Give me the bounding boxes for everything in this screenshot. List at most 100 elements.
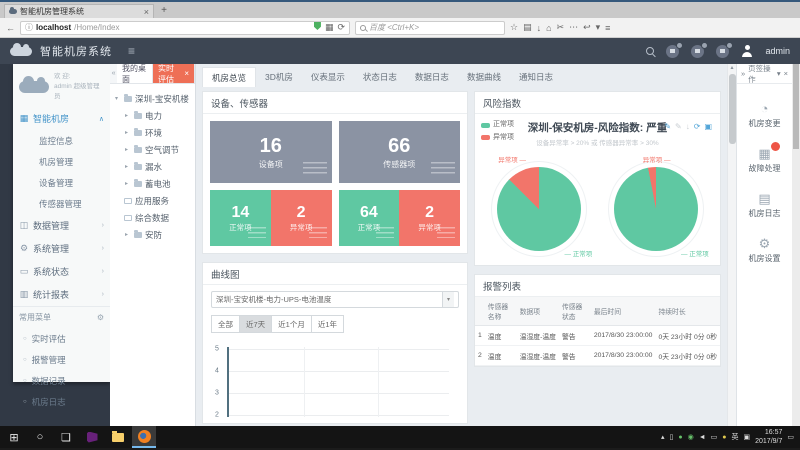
tab-close-icon[interactable]: × bbox=[184, 69, 189, 78]
cortana-icon[interactable]: ○ bbox=[36, 431, 44, 443]
save-icon[interactable]: ▣ bbox=[704, 122, 712, 131]
tab-close-icon[interactable]: × bbox=[143, 6, 149, 17]
tray-app-icon[interactable]: ◉ bbox=[687, 434, 694, 441]
col-last-time[interactable]: 最后时间 bbox=[590, 297, 656, 326]
rail-item-fault-handling[interactable]: ▦ 故障处理 bbox=[737, 142, 792, 174]
table-row[interactable]: 1 温度 温湿度-温度 警告 2017/8/30 23:00:00 0天 23小… bbox=[475, 325, 720, 346]
expand-rail-icon[interactable]: » bbox=[741, 69, 746, 78]
screenshot-icon[interactable]: ✂ bbox=[556, 22, 565, 32]
content-scrollbar[interactable]: ▴ bbox=[727, 64, 736, 426]
overflow-caret-icon[interactable]: ▾ bbox=[595, 22, 601, 32]
sync-icon[interactable]: ↩ bbox=[583, 22, 591, 32]
caret-down-icon[interactable]: ▾ bbox=[776, 69, 781, 78]
file-explorer-icon[interactable] bbox=[106, 426, 130, 448]
common-settings-gear-icon[interactable]: ⚙ bbox=[96, 313, 104, 323]
tab-status-log[interactable]: 状态日志 bbox=[362, 72, 397, 82]
tree-node-security[interactable]: ▸ 安防 bbox=[125, 229, 163, 240]
download-icon[interactable]: ↓ bbox=[685, 122, 690, 131]
sidebar-item-data-mgmt[interactable]: ◫ 数据管理 › bbox=[19, 220, 104, 232]
user-avatar[interactable] bbox=[741, 45, 753, 57]
tab-actions-label[interactable]: 页签操作 bbox=[748, 63, 771, 84]
sidebar-item-system-mgmt[interactable]: ⚙ 系统管理 › bbox=[19, 243, 104, 255]
bookmark-star-icon[interactable]: ☆ bbox=[510, 22, 519, 32]
tray-app-icon[interactable]: ▣ bbox=[743, 434, 751, 441]
shield-icon[interactable] bbox=[313, 22, 321, 30]
mail-icon[interactable] bbox=[716, 41, 734, 58]
col-duration[interactable]: 持续时长 bbox=[655, 297, 720, 326]
tab-realtime-eval[interactable]: 实时评估 × bbox=[153, 64, 195, 84]
browser-menu-icon[interactable]: ≡ bbox=[605, 22, 611, 33]
battery-icon[interactable]: ▯ bbox=[669, 434, 674, 441]
edit-icon[interactable]: ✎ bbox=[664, 122, 672, 131]
message-icon[interactable] bbox=[666, 41, 684, 58]
col-sensor-name[interactable]: 传感器名称 bbox=[484, 297, 517, 326]
back-icon[interactable]: ← bbox=[6, 22, 15, 33]
close-icon[interactable]: × bbox=[783, 69, 788, 78]
tab-data-curve[interactable]: 数据曲线 bbox=[466, 72, 501, 82]
rail-item-room-settings[interactable]: ⚙ 机房设置 bbox=[748, 236, 781, 263]
scroll-up-icon[interactable]: ▴ bbox=[730, 65, 734, 71]
action-center-icon[interactable]: ▭ bbox=[787, 434, 794, 441]
start-button[interactable]: ⊞ bbox=[9, 431, 19, 444]
tab-3d-room[interactable]: 3D机房 bbox=[265, 72, 293, 82]
firefox-icon[interactable] bbox=[132, 426, 156, 448]
pie[interactable] bbox=[613, 167, 698, 251]
tree-closed-icon[interactable]: ▸ bbox=[125, 181, 129, 187]
tray-app-icon[interactable]: ● bbox=[678, 433, 683, 441]
common-item-data-record[interactable]: ○ 数据记录 bbox=[23, 375, 66, 386]
search-input[interactable]: 百度 <Ctrl+K> bbox=[355, 20, 505, 35]
site-info-icon[interactable]: ⓘ bbox=[25, 23, 33, 32]
tree-node-battery[interactable]: ▸ 蓄电池 bbox=[125, 178, 171, 189]
browser-tab[interactable]: 智能机房管理系统 × bbox=[4, 4, 154, 18]
tree-node-power[interactable]: ▸ 电力 bbox=[125, 110, 163, 121]
sidebar-item-smart-room[interactable]: ▦ 智能机房 ∧ bbox=[19, 113, 104, 125]
tree-node-app-service[interactable]: 应用服务 bbox=[113, 192, 192, 209]
pie[interactable] bbox=[497, 167, 582, 251]
reload-icon[interactable]: ⟳ bbox=[337, 22, 345, 32]
sidebar-item-reports[interactable]: ▥ 统计报表 › bbox=[19, 289, 104, 301]
tree-node-environment[interactable]: ▸ 环境 bbox=[125, 127, 163, 138]
scrollbar-thumb[interactable] bbox=[793, 64, 799, 149]
rail-item-room-log[interactable]: ▤ 机房日志 bbox=[748, 191, 781, 218]
tree-closed-icon[interactable]: ▸ bbox=[125, 147, 129, 153]
sidebar-subitem-room-mgmt[interactable]: 机房管理 bbox=[39, 156, 74, 167]
sidebar-subitem-monitor-info[interactable]: 监控信息 bbox=[39, 135, 74, 146]
downloads-icon[interactable]: ↓ bbox=[536, 22, 542, 33]
username[interactable]: admin bbox=[765, 46, 790, 56]
taskbar-clock[interactable]: 16:57 2017/9/7 bbox=[755, 428, 783, 445]
common-item-alarm-mgmt[interactable]: ○ 报警管理 bbox=[23, 354, 66, 365]
bell-icon[interactable] bbox=[691, 41, 709, 58]
tab-data-log[interactable]: 数据日志 bbox=[414, 72, 449, 82]
volume-icon[interactable]: ◄ bbox=[698, 433, 706, 441]
table-row[interactable]: 2 温度 温湿度-温度 警告 2017/8/30 23:00:00 0天 23小… bbox=[475, 345, 720, 366]
col-sensor-status[interactable]: 传感器状态 bbox=[558, 297, 591, 326]
common-item-room-log[interactable]: ○ 机房日志 bbox=[23, 396, 66, 407]
tree-node-composite-data[interactable]: 综合数据 bbox=[113, 209, 192, 226]
tree-closed-icon[interactable]: ▸ bbox=[125, 232, 129, 238]
range-all-button[interactable]: 全部 bbox=[211, 315, 240, 333]
tree-open-icon[interactable]: ▾ bbox=[115, 96, 119, 102]
url-field[interactable]: ⓘ localhost /Home/Index ▦ ⟳ bbox=[20, 20, 350, 35]
pocket-icon[interactable]: ⋯ bbox=[569, 22, 579, 32]
tree-closed-icon[interactable]: ▸ bbox=[125, 113, 129, 119]
task-view-icon[interactable]: ❏ bbox=[61, 431, 71, 444]
sidebar-subitem-device-mgmt[interactable]: 设备管理 bbox=[39, 177, 74, 188]
tab-room-overview[interactable]: 机房总览 bbox=[202, 67, 257, 87]
home-icon[interactable]: ⌂ bbox=[546, 22, 552, 33]
reader-icon[interactable]: ▦ bbox=[324, 22, 334, 32]
tab-gauge-display[interactable]: 仪表显示 bbox=[310, 72, 345, 82]
network-icon[interactable]: ▭ bbox=[710, 434, 718, 441]
col-data-item[interactable]: 数据项 bbox=[516, 297, 559, 326]
sensor-select[interactable]: 深圳-宝安机楼-电力-UPS-电池温度 ▾ bbox=[211, 291, 459, 308]
visual-studio-icon[interactable] bbox=[80, 426, 104, 448]
new-tab-button[interactable]: + bbox=[161, 5, 167, 16]
rail-item-room-change[interactable]: ◔ 机房变更 bbox=[748, 101, 781, 128]
tab-notice-log[interactable]: 通知日志 bbox=[518, 72, 553, 82]
tab-my-desktop[interactable]: 我的桌面 bbox=[117, 64, 154, 84]
sidebar-toggle-icon[interactable]: ≡ bbox=[128, 44, 136, 58]
tree-root[interactable]: ▾ 深圳-宝安机楼 bbox=[115, 93, 189, 104]
scrollbar-thumb[interactable] bbox=[729, 74, 736, 144]
ime-indicator[interactable]: 英 bbox=[731, 434, 739, 441]
tray-expand-icon[interactable]: ▴ bbox=[660, 434, 665, 441]
refresh-icon[interactable]: ⟳ bbox=[693, 122, 701, 131]
